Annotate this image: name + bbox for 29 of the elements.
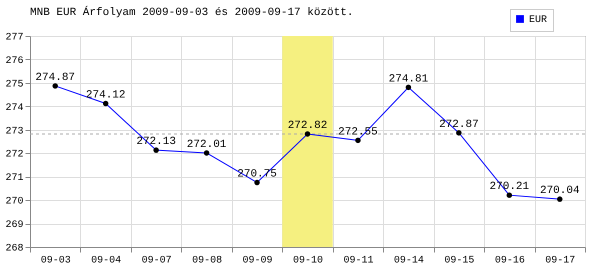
data-label: 270.04: [540, 185, 580, 198]
x-tick-label: 09-09: [242, 256, 273, 266]
x-tick-label: 09-17: [545, 256, 576, 266]
data-label: 274.12: [86, 90, 126, 102]
x-tick-label: 09-04: [91, 256, 122, 266]
y-tick-label: 275: [5, 79, 24, 90]
y-tick-label: 272: [5, 150, 24, 161]
x-tick-label: 09-15: [444, 256, 474, 266]
x-tick-label: 09-10: [292, 256, 324, 266]
x-tick-label: 09-14: [394, 256, 424, 266]
x-tick-label: 09-16: [494, 256, 525, 266]
x-tick-label: 09-07: [142, 256, 172, 266]
y-tick-label: 276: [5, 56, 24, 67]
y-tick-label: 268: [5, 244, 24, 254]
y-tick-label: 270: [5, 196, 24, 208]
legend-label: EUR: [529, 15, 548, 26]
data-label: 272.82: [288, 120, 328, 132]
y-tick-label: 269: [5, 220, 24, 232]
chart-title: MNB EUR Árfolyam 2009-09-03 és 2009-09-17 között.: [30, 5, 354, 19]
data-label: 274.87: [35, 72, 76, 84]
y-tick-label: 273: [5, 126, 24, 138]
x-tick-label: 09-11: [343, 256, 374, 266]
data-label: 274.81: [388, 73, 429, 86]
x-tick-label: 09-03: [40, 256, 71, 266]
data-label: 272.01: [186, 138, 227, 151]
y-tick-label: 271: [5, 173, 24, 184]
x-tick-label: 09-08: [192, 256, 222, 266]
y-tick-label: 274: [5, 102, 24, 114]
y-tick-label: 277: [5, 32, 24, 44]
